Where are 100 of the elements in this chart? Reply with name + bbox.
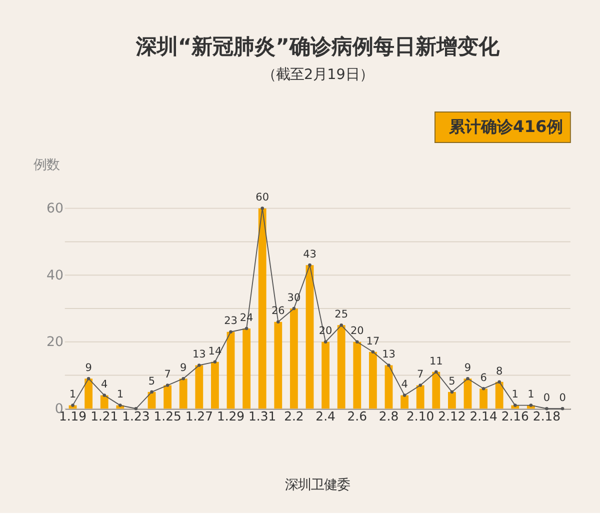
text: 累计确诊416例	[448, 117, 563, 136]
data-label: 13	[382, 348, 396, 361]
x-tick-label: 2.6	[347, 408, 368, 424]
x-tick-label: 2.12	[438, 408, 466, 424]
point	[466, 376, 470, 380]
data-label: 5	[148, 375, 156, 388]
point	[229, 330, 232, 334]
point	[545, 406, 548, 410]
data-label: 6	[480, 372, 488, 384]
point	[182, 376, 186, 380]
point	[260, 206, 264, 210]
bar	[400, 395, 408, 409]
data-label: 0	[559, 392, 566, 404]
bar	[258, 208, 266, 409]
bar	[368, 352, 377, 409]
bar	[432, 372, 440, 409]
bar	[84, 378, 93, 409]
data-label: 5	[448, 375, 456, 388]
bar	[448, 392, 456, 409]
point	[560, 406, 564, 410]
data-label: 1	[116, 388, 124, 401]
bar	[464, 378, 472, 409]
point	[450, 390, 454, 394]
y-tick-label: 20	[46, 335, 64, 350]
data-label: 9	[180, 362, 187, 374]
x-tick-label: 1.27	[185, 408, 213, 424]
data-label: 9	[85, 362, 92, 374]
x-tick-label: 2.18	[532, 408, 561, 424]
data-label: 1	[528, 388, 534, 401]
bar	[353, 342, 362, 409]
point	[498, 380, 501, 384]
bar	[384, 365, 393, 409]
data-label: 60	[256, 192, 270, 204]
data-label: 4	[401, 378, 408, 391]
bar	[306, 265, 314, 409]
chart-title: 深圳“新冠肺炎”确诊病例每日新增变化	[134, 34, 500, 58]
point	[150, 390, 154, 394]
point	[434, 370, 438, 374]
point	[513, 404, 517, 407]
x-tick-label: 2.16	[501, 408, 530, 424]
point	[324, 340, 328, 344]
x-tick-label: 2.4	[316, 408, 336, 424]
y-tick-label: 60	[46, 202, 64, 217]
point	[355, 340, 359, 344]
bar	[480, 388, 488, 409]
bar	[274, 322, 282, 409]
bar	[164, 385, 172, 409]
point	[86, 376, 90, 380]
bar	[211, 362, 219, 409]
point	[418, 384, 422, 387]
data-label: 11	[429, 355, 443, 368]
x-tick-label: 1.31	[248, 408, 276, 424]
data-label: 8	[496, 365, 503, 378]
data-label: 20	[350, 325, 364, 338]
data-label: 0	[543, 392, 550, 404]
bar	[322, 342, 330, 409]
data-label: 43	[303, 248, 316, 260]
data-label: 17	[366, 335, 380, 348]
point	[292, 306, 296, 310]
x-tick-label: 2.8	[378, 408, 399, 424]
data-label: 13	[192, 348, 206, 361]
data-label: 25	[334, 308, 348, 321]
y-axis-title: 例数	[33, 158, 60, 174]
bar	[100, 395, 108, 409]
point	[244, 326, 248, 330]
data-label: 7	[164, 368, 171, 381]
point	[166, 384, 170, 387]
y-tick-label: 40	[46, 268, 64, 284]
data-label: 4	[101, 378, 108, 391]
bar	[242, 328, 250, 409]
data-label: 1	[512, 388, 518, 401]
point	[387, 364, 390, 367]
point	[402, 394, 406, 397]
point	[340, 324, 343, 327]
point	[213, 360, 217, 364]
point	[198, 364, 201, 367]
bar	[179, 378, 188, 409]
text: 深圳卫健委	[285, 478, 350, 493]
x-tick-label: 2.2	[284, 408, 304, 424]
bar	[290, 308, 298, 409]
data-label: 1	[69, 388, 76, 401]
bar	[337, 325, 346, 409]
data-label: 9	[464, 362, 472, 374]
x-tick-label: 1.25	[154, 408, 182, 424]
data-label: 23	[224, 315, 238, 328]
bar	[495, 382, 504, 409]
x-tick-label: 2.14	[470, 408, 498, 424]
point	[308, 263, 312, 267]
x-tick-label: 2.10	[406, 408, 434, 424]
data-label: 7	[417, 368, 424, 381]
point	[102, 394, 106, 397]
x-tick-label: 1.21	[90, 408, 118, 424]
point	[371, 350, 375, 354]
x-tick-label: 1.23	[122, 408, 150, 424]
point	[482, 386, 486, 390]
point	[276, 320, 280, 324]
bar	[226, 332, 235, 409]
x-tick-label: 1.29	[216, 408, 245, 424]
point	[134, 406, 138, 410]
y-tick-label: 0	[54, 402, 64, 417]
